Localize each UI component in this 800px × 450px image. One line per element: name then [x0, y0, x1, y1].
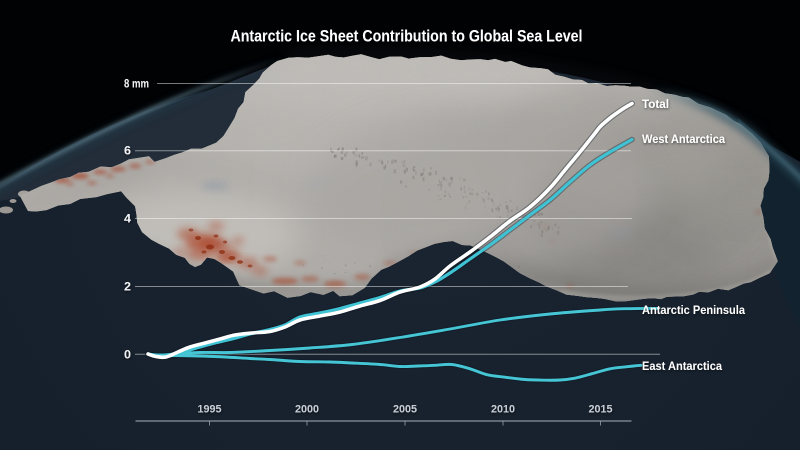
svg-text:Antarctic Ice Sheet Contributi: Antarctic Ice Sheet Contribution to Glob… [231, 27, 583, 46]
svg-text:West Antarctica: West Antarctica [642, 134, 726, 146]
svg-text:Antarctic Peninsula: Antarctic Peninsula [642, 305, 746, 317]
svg-text:2010: 2010 [491, 404, 515, 416]
svg-text:2: 2 [124, 282, 131, 294]
svg-text:6: 6 [124, 146, 131, 158]
svg-text:2015: 2015 [589, 404, 613, 416]
svg-text:4: 4 [124, 214, 132, 226]
svg-text:East Antarctica: East Antarctica [642, 361, 723, 373]
svg-text:Total: Total [642, 99, 669, 111]
svg-text:1995: 1995 [198, 404, 222, 416]
svg-text:0: 0 [124, 349, 131, 361]
svg-text:2005: 2005 [393, 404, 417, 416]
svg-text:8 mm: 8 mm [124, 79, 149, 91]
svg-text:2000: 2000 [295, 404, 319, 416]
